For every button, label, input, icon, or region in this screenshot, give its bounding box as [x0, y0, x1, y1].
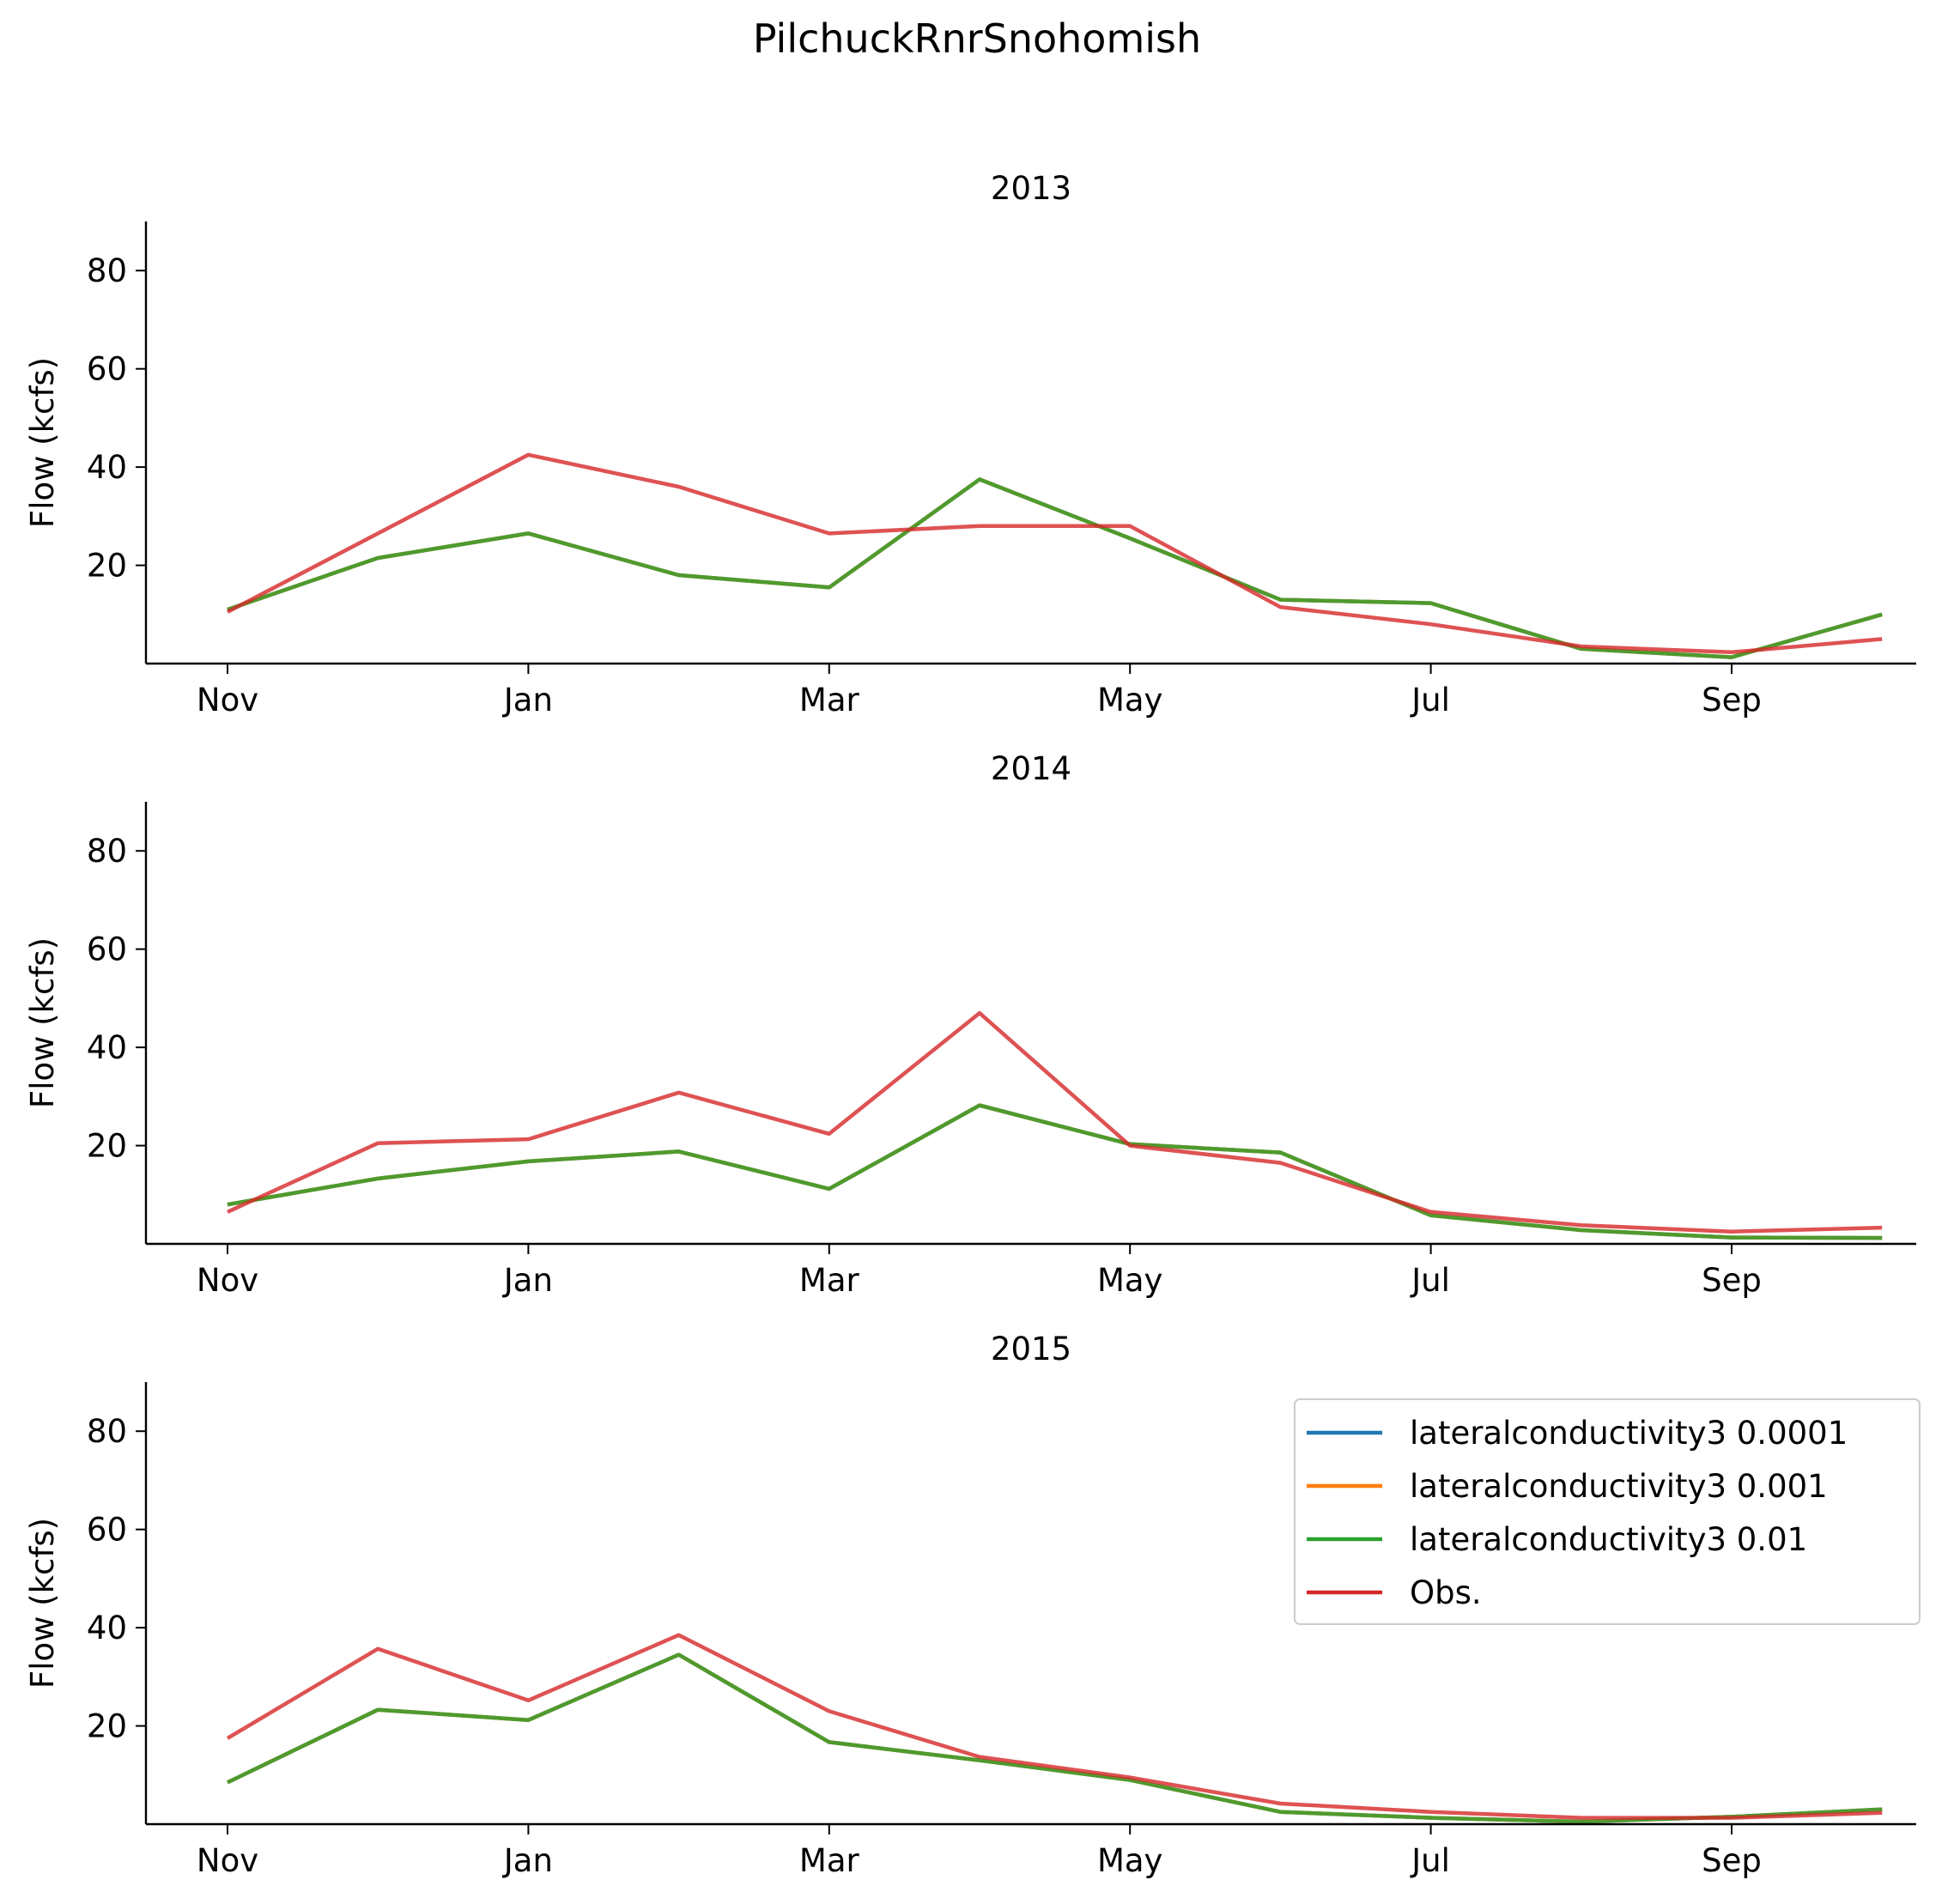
series-line-lateralconductivity3-0-001 [227, 1652, 1883, 1824]
series-line-obs [226, 452, 1883, 655]
subplot-title: 2013 [991, 170, 1071, 207]
y-tick-label: 20 [87, 1708, 127, 1745]
subplot-2013: 2013 Flow (kcfs) 20 40 60 80 Nov Jan Mar May Jul Se… [24, 170, 1916, 719]
y-tick-label: 60 [87, 1512, 127, 1549]
series-line-lateralconductivity3-0-01 [227, 1652, 1883, 1824]
legend: lateralconductivity3 0.0001 lateralconduc… [1294, 1398, 1921, 1625]
series-line-lateralconductivity3-0-0001 [227, 1652, 1883, 1824]
y-tick-label: 40 [87, 1610, 127, 1646]
subplot-2014: 2014 Flow (kcfs) 20 40 60 80 Nov Jan Mar May Jul Se… [24, 750, 1916, 1299]
series-line-lateralconductivity3-0-01 [227, 477, 1883, 659]
x-tick-label: Jul [1410, 682, 1450, 719]
y-tick-label: 60 [87, 351, 127, 388]
x-tick-label: Jan [502, 1842, 553, 1879]
series-line-obs [227, 1010, 1883, 1234]
legend-frame [1294, 1398, 1921, 1625]
y-tick-label: 40 [87, 1029, 127, 1066]
x-tick-label: Mar [799, 1262, 860, 1299]
legend-label: lateralconductivity3 0.0001 [1410, 1415, 1848, 1452]
x-tick-label: Nov [197, 1842, 258, 1879]
y-tick-label: 60 [87, 931, 127, 968]
x-tick-label: May [1097, 1262, 1163, 1299]
x-tick-label: Sep [1702, 1262, 1762, 1299]
x-tick-label: Jan [502, 1262, 553, 1299]
y-axis-label: Flow (kcfs) [24, 937, 61, 1108]
x-tick-label: Nov [197, 682, 258, 719]
x-tick-label: Sep [1702, 682, 1762, 719]
y-tick-label: 80 [87, 252, 127, 289]
x-tick-label: Sep [1702, 1842, 1762, 1879]
x-tick-label: Nov [197, 1262, 258, 1299]
subplot-title: 2015 [991, 1331, 1071, 1367]
legend-label: lateralconductivity3 0.01 [1410, 1521, 1807, 1558]
x-tick-label: May [1097, 1842, 1163, 1879]
y-tick-label: 20 [87, 1128, 127, 1165]
x-tick-label: Jul [1410, 1842, 1450, 1879]
y-axis-label: Flow (kcfs) [24, 357, 61, 528]
legend-label: lateralconductivity3 0.001 [1410, 1468, 1828, 1505]
x-tick-label: Mar [799, 682, 860, 719]
y-tick-label: 20 [87, 548, 127, 585]
y-axis-label: Flow (kcfs) [24, 1518, 61, 1689]
x-tick-label: Jul [1410, 1262, 1450, 1299]
legend-label: Obs. [1410, 1574, 1482, 1611]
y-tick-label: 80 [87, 1413, 127, 1450]
subplot-title: 2014 [991, 750, 1071, 787]
series-line-lateralconductivity3-0-001 [227, 477, 1883, 659]
series-line-lateralconductivity3-0-0001 [227, 477, 1883, 659]
subplot-2015: 2015 Flow (kcfs) 20 40 60 80 Nov Jan Mar May Jul Se… [24, 1331, 1921, 1879]
figure-title: PilchuckRnrSnohomish [752, 15, 1202, 62]
series-line-lateralconductivity3-0-01 [227, 1103, 1883, 1240]
x-tick-label: Mar [799, 1842, 860, 1879]
x-tick-label: May [1097, 682, 1163, 719]
y-tick-label: 80 [87, 833, 127, 870]
x-tick-label: Jan [502, 682, 553, 719]
y-tick-label: 40 [87, 449, 127, 486]
series-line-obs [226, 1633, 1883, 1820]
